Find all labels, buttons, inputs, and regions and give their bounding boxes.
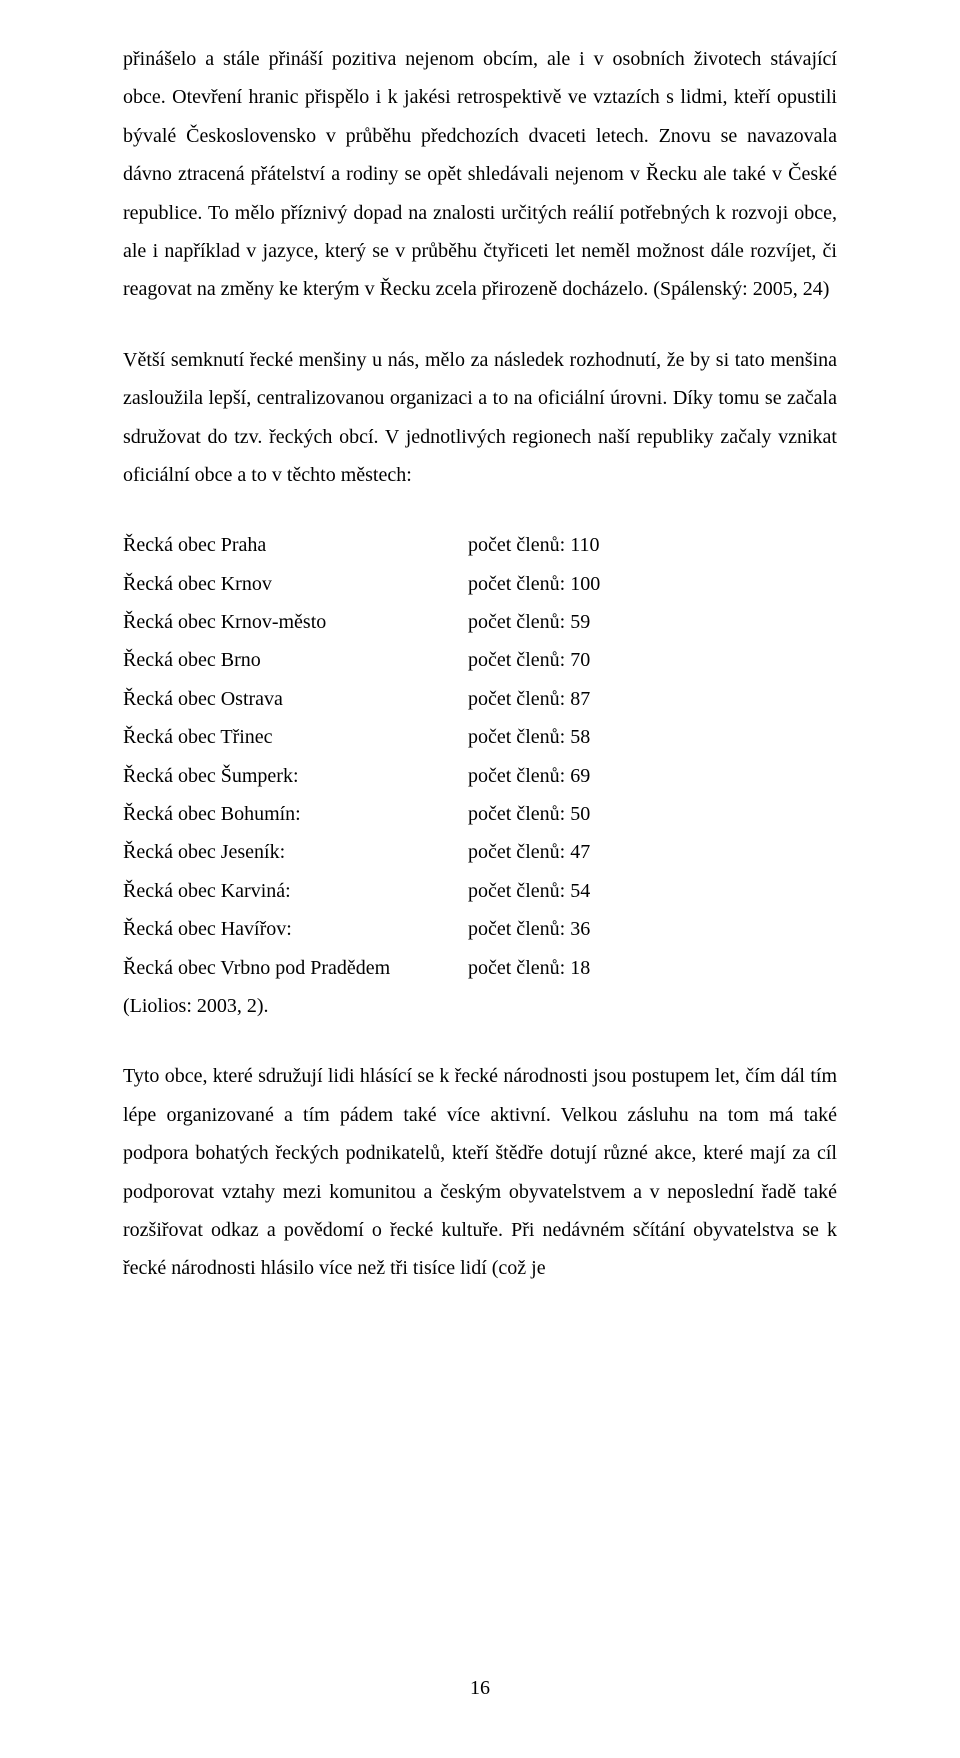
page: přinášelo a stále přináší pozitiva nejen… xyxy=(0,0,960,1758)
members-value: 36 xyxy=(570,918,590,940)
members-label: počet členů: xyxy=(468,573,570,595)
obec-name: Řecká obec Jeseník: xyxy=(123,833,468,871)
obec-count: počet členů: 110 xyxy=(468,526,837,564)
obec-count: počet členů: 36 xyxy=(468,910,837,948)
obec-name: Řecká obec Praha xyxy=(123,526,468,564)
members-value: 87 xyxy=(570,688,590,710)
paragraph-4: Tyto obce, které sdružují lidi hlásící s… xyxy=(123,1057,837,1287)
table-row: Řecká obec Havířov: počet členů: 36 xyxy=(123,910,837,948)
obec-name: Řecká obec Ostrava xyxy=(123,680,468,718)
obec-name: Řecká obec Vrbno pod Pradědem xyxy=(123,949,468,987)
obec-name: Řecká obec Krnov xyxy=(123,565,468,603)
members-value: 59 xyxy=(570,611,590,633)
page-number: 16 xyxy=(0,1677,960,1700)
obec-name: Řecká obec Třinec xyxy=(123,718,468,756)
obce-table: Řecká obec Praha počet členů: 110 Řecká … xyxy=(123,526,837,1025)
obec-count: počet členů: 100 xyxy=(468,565,837,603)
obec-name: Řecká obec Krnov-město xyxy=(123,603,468,641)
obec-name: Řecká obec Brno xyxy=(123,641,468,679)
obec-count: počet členů: 70 xyxy=(468,641,837,679)
obec-count: počet členů: 54 xyxy=(468,872,837,910)
table-row: Řecká obec Bohumín: počet členů: 50 xyxy=(123,795,837,833)
table-row: Řecká obec Třinec počet členů: 58 xyxy=(123,718,837,756)
members-value: 54 xyxy=(570,880,590,902)
members-label: počet členů: xyxy=(468,765,570,787)
members-label: počet členů: xyxy=(468,841,570,863)
table-row: Řecká obec Krnov počet členů: 100 xyxy=(123,565,837,603)
obec-count: počet členů: 69 xyxy=(468,757,837,795)
obec-count: počet členů: 58 xyxy=(468,718,837,756)
members-label: počet členů: xyxy=(468,649,570,671)
obec-name: Řecká obec Bohumín: xyxy=(123,795,468,833)
obec-count: počet členů: 18 xyxy=(468,949,837,987)
obec-name: Řecká obec Havířov: xyxy=(123,910,468,948)
table-row: Řecká obec Krnov-město počet členů: 59 xyxy=(123,603,837,641)
table-row: Řecká obec Brno počet členů: 70 xyxy=(123,641,837,679)
obec-name: Řecká obec Karviná: xyxy=(123,872,468,910)
obec-count: počet členů: 59 xyxy=(468,603,837,641)
table-row: Řecká obec Karviná: počet členů: 54 xyxy=(123,872,837,910)
members-label: počet členů: xyxy=(468,611,570,633)
members-value: 50 xyxy=(570,803,590,825)
obec-count: počet členů: 50 xyxy=(468,795,837,833)
table-row: Řecká obec Šumperk: počet členů: 69 xyxy=(123,757,837,795)
obec-name: Řecká obec Šumperk: xyxy=(123,757,468,795)
members-value: 18 xyxy=(570,957,590,979)
members-value: 58 xyxy=(570,726,590,748)
members-label: počet členů: xyxy=(468,534,570,556)
members-label: počet členů: xyxy=(468,918,570,940)
members-value: 69 xyxy=(570,765,590,787)
members-value: 47 xyxy=(570,841,590,863)
paragraph-1: přinášelo a stále přináší pozitiva nejen… xyxy=(123,40,837,309)
table-row: Řecká obec Praha počet členů: 110 xyxy=(123,526,837,564)
members-value: 70 xyxy=(570,649,590,671)
obec-count: počet členů: 47 xyxy=(468,833,837,871)
table-row: Řecká obec Ostrava počet členů: 87 xyxy=(123,680,837,718)
members-value: 100 xyxy=(570,573,600,595)
table-row: Řecká obec Vrbno pod Pradědem počet člen… xyxy=(123,949,837,987)
members-label: počet členů: xyxy=(468,726,570,748)
members-label: počet členů: xyxy=(468,688,570,710)
obec-count: počet členů: 87 xyxy=(468,680,837,718)
members-value: 110 xyxy=(570,534,599,556)
members-label: počet členů: xyxy=(468,803,570,825)
table-citation: (Liolios: 2003, 2). xyxy=(123,987,837,1025)
table-row: Řecká obec Jeseník: počet členů: 47 xyxy=(123,833,837,871)
members-label: počet členů: xyxy=(468,957,570,979)
members-label: počet členů: xyxy=(468,880,570,902)
paragraph-2: Větší semknutí řecké menšiny u nás, mělo… xyxy=(123,341,837,495)
